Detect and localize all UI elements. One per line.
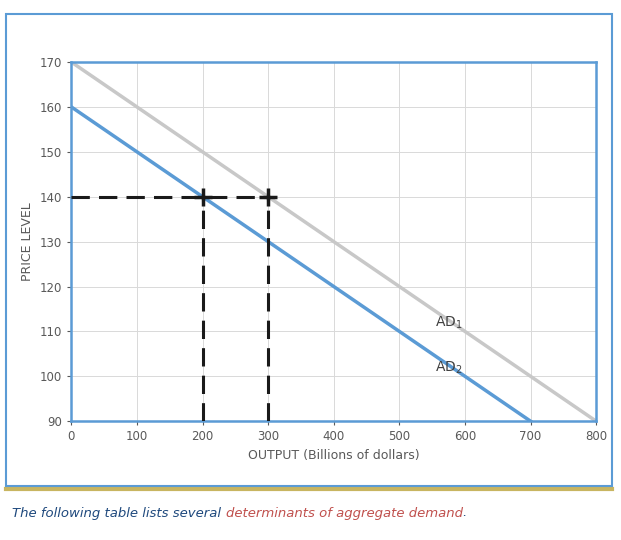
Text: AD$_2$: AD$_2$ — [435, 360, 463, 376]
X-axis label: OUTPUT (Billions of dollars): OUTPUT (Billions of dollars) — [248, 449, 420, 462]
Text: determinants of aggregate demand: determinants of aggregate demand — [225, 507, 463, 519]
Text: .: . — [463, 507, 467, 519]
Text: The following table lists several: The following table lists several — [12, 507, 225, 519]
Y-axis label: PRICE LEVEL: PRICE LEVEL — [22, 202, 34, 281]
Text: AD$_1$: AD$_1$ — [435, 315, 463, 332]
